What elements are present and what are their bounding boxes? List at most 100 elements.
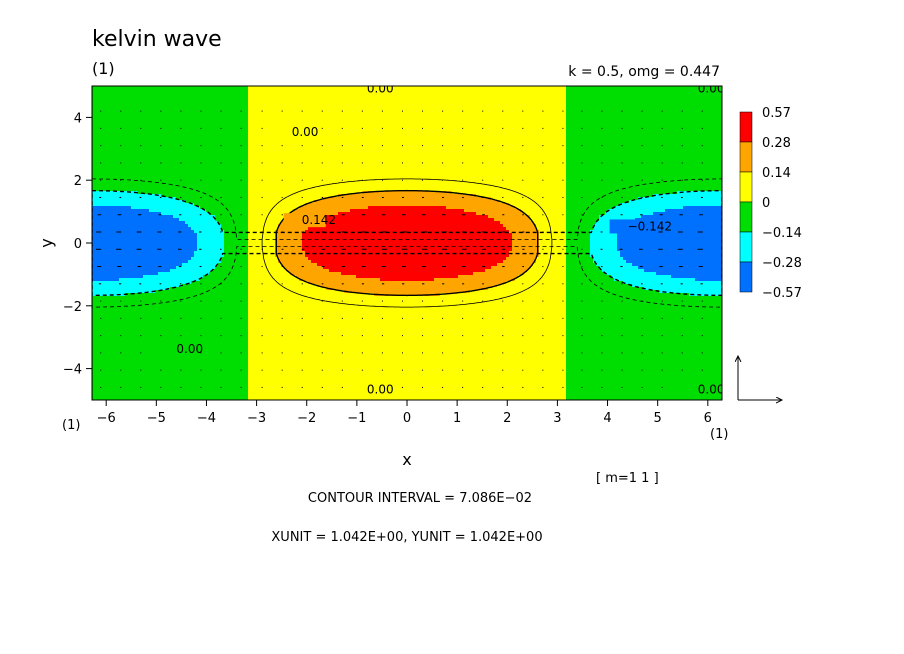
field-cell <box>92 359 96 363</box>
field-cell <box>212 353 216 357</box>
field-cell <box>119 341 123 345</box>
field-cell <box>173 155 177 159</box>
field-cell <box>131 257 135 261</box>
field-cell <box>167 224 171 228</box>
field-cell <box>197 260 201 264</box>
field-cell <box>161 188 165 192</box>
field-cell <box>149 143 153 147</box>
field-cell <box>113 239 117 243</box>
field-cell <box>134 392 138 396</box>
field-cell <box>119 101 123 105</box>
field-cell <box>167 395 171 399</box>
field-cell <box>131 314 135 318</box>
field-cell <box>98 197 102 201</box>
field-cell <box>185 332 189 336</box>
field-cell <box>200 161 204 165</box>
field-cell <box>200 368 204 372</box>
field-cell <box>230 395 234 399</box>
field-cell <box>125 203 129 207</box>
field-cell <box>167 86 171 90</box>
field-cell <box>206 341 210 345</box>
field-cell <box>125 131 129 135</box>
field-cell <box>134 308 138 312</box>
field-cell <box>119 215 123 219</box>
field-cell <box>224 395 228 399</box>
field-cell <box>131 107 135 111</box>
field-cell <box>182 308 186 312</box>
field-cell <box>194 368 198 372</box>
field-cell <box>203 107 207 111</box>
field-cell <box>98 149 102 153</box>
field-cell <box>146 263 150 267</box>
field-cell <box>197 305 201 309</box>
field-cell <box>158 272 162 276</box>
field-cell <box>176 377 180 381</box>
field-cell <box>224 380 228 384</box>
field-cell <box>146 371 150 375</box>
field-cell <box>224 107 228 111</box>
field-cell <box>146 137 150 141</box>
field-cell <box>125 263 129 267</box>
field-cell <box>185 197 189 201</box>
field-cell <box>197 386 201 390</box>
field-cell <box>194 272 198 276</box>
field-cell <box>179 143 183 147</box>
field-cell <box>107 311 111 315</box>
field-cell <box>146 281 150 285</box>
field-cell <box>224 218 228 222</box>
field-cell <box>122 284 126 288</box>
field-cell <box>125 206 129 210</box>
field-cell <box>95 257 99 261</box>
field-cell <box>209 293 213 297</box>
field-cell <box>227 317 231 321</box>
field-cell <box>143 395 147 399</box>
field-cell <box>149 281 153 285</box>
field-cell <box>152 209 156 213</box>
field-cell <box>101 362 105 366</box>
field-cell <box>212 344 216 348</box>
field-cell <box>212 140 216 144</box>
field-cell <box>149 272 153 276</box>
field-cell <box>203 221 207 225</box>
field-cell <box>215 371 219 375</box>
field-cell <box>131 305 135 309</box>
field-cell <box>95 179 99 183</box>
field-cell <box>158 104 162 108</box>
field-cell <box>119 113 123 117</box>
field-cell <box>179 149 183 153</box>
field-cell <box>161 200 165 204</box>
field-cell <box>98 170 102 174</box>
field-cell <box>107 263 111 267</box>
field-cell <box>113 287 117 291</box>
field-cell <box>152 164 156 168</box>
field-cell <box>209 311 213 315</box>
field-cell <box>122 278 126 282</box>
field-cell <box>110 359 114 363</box>
field-cell <box>227 194 231 198</box>
field-cell <box>101 335 105 339</box>
field-cell <box>107 335 111 339</box>
field-cell <box>194 335 198 339</box>
field-cell <box>221 116 225 120</box>
field-cell <box>113 278 117 282</box>
field-cell <box>101 125 105 129</box>
field-cell <box>203 314 207 318</box>
field-cell <box>179 293 183 297</box>
field-cell <box>101 119 105 123</box>
field-cell <box>98 227 102 231</box>
field-cell <box>107 254 111 258</box>
field-cell <box>104 278 108 282</box>
field-cell <box>125 239 129 243</box>
field-cell <box>149 92 153 96</box>
field-cell <box>107 251 111 255</box>
field-cell <box>140 194 144 198</box>
field-cell <box>233 152 237 156</box>
field-cell <box>146 398 150 400</box>
field-cell <box>233 242 237 246</box>
field-cell <box>107 107 111 111</box>
field-cell <box>170 86 174 90</box>
field-cell <box>206 350 210 354</box>
field-cell <box>188 374 192 378</box>
field-cell <box>182 152 186 156</box>
field-cell <box>107 170 111 174</box>
